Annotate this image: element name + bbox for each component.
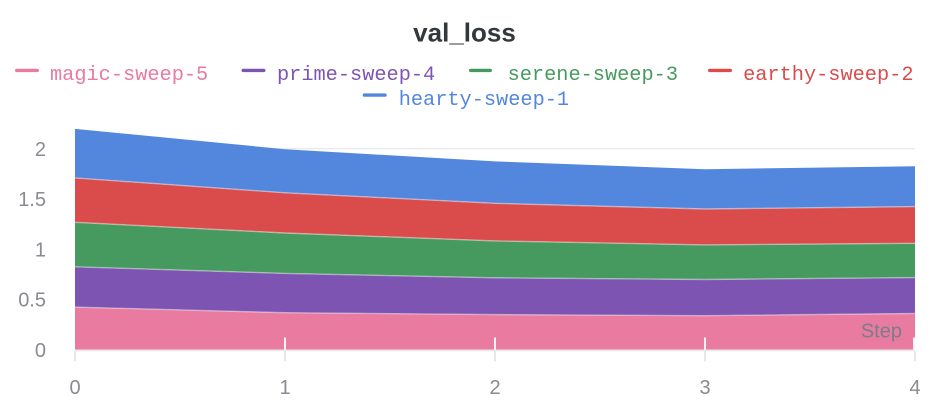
svg-text:prime-sweep-4: prime-sweep-4: [277, 64, 435, 87]
svg-text:3: 3: [699, 377, 710, 399]
svg-text:serene-sweep-3: serene-sweep-3: [508, 64, 678, 87]
svg-text:1.5: 1.5: [18, 189, 46, 211]
svg-text:4: 4: [909, 377, 920, 399]
svg-text:2: 2: [35, 139, 46, 161]
svg-text:0.5: 0.5: [18, 290, 46, 312]
svg-text:hearty-sweep-1: hearty-sweep-1: [399, 89, 569, 112]
svg-text:1: 1: [35, 239, 46, 261]
svg-text:val_loss: val_loss: [413, 17, 516, 47]
svg-text:0: 0: [69, 377, 80, 399]
svg-text:0: 0: [35, 340, 46, 362]
svg-text:Step: Step: [861, 321, 902, 343]
svg-text:2: 2: [489, 377, 500, 399]
svg-text:earthy-sweep-2: earthy-sweep-2: [743, 64, 913, 87]
svg-text:magic-sweep-5: magic-sweep-5: [50, 64, 208, 87]
svg-text:1: 1: [279, 377, 290, 399]
